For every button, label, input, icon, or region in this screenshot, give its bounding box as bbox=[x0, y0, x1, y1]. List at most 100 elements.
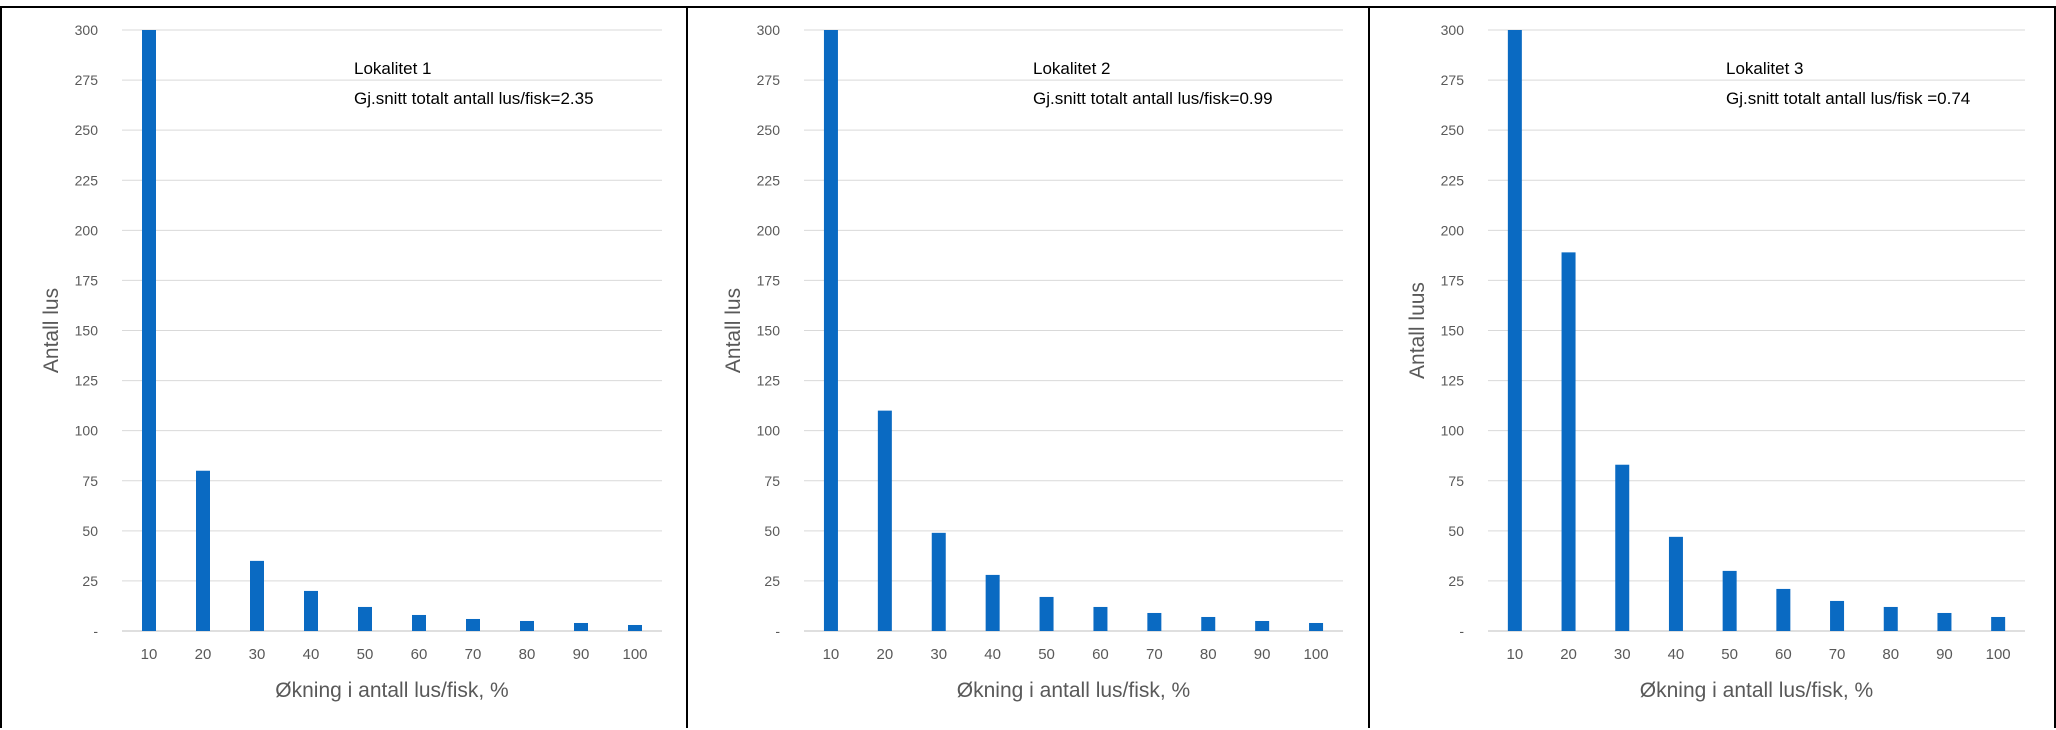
y-tick-label: 25 bbox=[764, 573, 780, 589]
y-axis-title: Antall lus bbox=[40, 288, 63, 373]
annotation-average: Gj.snitt totalt antall lus/fisk=2.35 bbox=[354, 89, 594, 108]
y-tick-label: 100 bbox=[1441, 423, 1465, 439]
x-tick-label: 70 bbox=[1829, 646, 1846, 663]
x-tick-label: 100 bbox=[1304, 646, 1329, 663]
bar-40 bbox=[304, 590, 318, 631]
bar-80 bbox=[1883, 606, 1898, 631]
bar-20 bbox=[877, 410, 892, 631]
y-tick-label: 275 bbox=[757, 72, 781, 88]
chart-panel-1: - 25 50 75 100 125 150 175 200 225 250 275 300 10 20 30… bbox=[0, 6, 688, 728]
bar-70 bbox=[1147, 612, 1162, 631]
y-tick-label: 25 bbox=[82, 573, 98, 589]
y-tick-label: 200 bbox=[1441, 222, 1465, 238]
y-tick-label: 200 bbox=[757, 222, 781, 238]
y-tick-label: 150 bbox=[1441, 323, 1465, 339]
annotation-location: Lokalitet 3 bbox=[1726, 59, 1804, 78]
bar-40 bbox=[985, 574, 1000, 631]
y-axis-title: Antall lus bbox=[722, 288, 745, 373]
bar-30 bbox=[250, 560, 264, 631]
y-tick-label: 125 bbox=[75, 373, 99, 389]
y-tick-label: 225 bbox=[75, 172, 99, 188]
bar-90 bbox=[574, 622, 588, 631]
y-tick-label: 250 bbox=[1441, 122, 1465, 138]
x-tick-label: 30 bbox=[249, 646, 266, 663]
y-tick-label: 25 bbox=[1448, 573, 1464, 589]
x-tick-label: 20 bbox=[1560, 646, 1577, 663]
y-tick-label: 125 bbox=[757, 373, 781, 389]
x-tick-label: 60 bbox=[411, 646, 428, 663]
y-tick-label: 75 bbox=[82, 473, 98, 489]
y-tick-label: 150 bbox=[757, 323, 781, 339]
bar-60 bbox=[1776, 588, 1791, 631]
chart-svg-3: - 25 50 75 100 125 150 175 200 225 250 275 300 10 20 30… bbox=[1406, 22, 2025, 702]
x-tick-label: 50 bbox=[1721, 646, 1738, 663]
y-tick-label: 50 bbox=[82, 523, 98, 539]
annotation-average: Gj.snitt totalt antall lus/fisk =0.74 bbox=[1726, 89, 1970, 108]
y-tick-label: 125 bbox=[1441, 373, 1465, 389]
y-tick-label: - bbox=[775, 623, 780, 639]
chart-svg-1: - 25 50 75 100 125 150 175 200 225 250 275 300 10 20 30… bbox=[40, 22, 662, 702]
x-tick-label: 100 bbox=[622, 646, 647, 663]
bar-60 bbox=[1093, 606, 1108, 631]
y-tick-label: 100 bbox=[757, 423, 781, 439]
y-tick-label: 175 bbox=[75, 272, 99, 288]
y-tick-label: 300 bbox=[1441, 22, 1465, 38]
y-tick-label: 275 bbox=[75, 72, 99, 88]
y-tick-label: 175 bbox=[757, 272, 781, 288]
bar-80 bbox=[520, 620, 534, 631]
y-tick-label: 175 bbox=[1441, 272, 1465, 288]
x-tick-label: 40 bbox=[1668, 646, 1685, 663]
bar-40 bbox=[1668, 536, 1683, 631]
bar-10 bbox=[1507, 30, 1522, 631]
chart-svg-2: - 25 50 75 100 125 150 175 200 225 250 275 300 10 20 30… bbox=[722, 22, 1343, 702]
y-tick-label: 275 bbox=[1441, 72, 1465, 88]
chart-panel-3: - 25 50 75 100 125 150 175 200 225 250 275 300 10 20 30… bbox=[1368, 6, 2056, 728]
y-tick-label: 50 bbox=[1448, 523, 1464, 539]
x-tick-label: 10 bbox=[141, 646, 158, 663]
x-tick-label: 90 bbox=[1254, 646, 1271, 663]
y-tick-label: 75 bbox=[1448, 473, 1464, 489]
x-axis-title: Økning i antall lus/fisk, % bbox=[957, 679, 1190, 702]
y-tick-label: 200 bbox=[75, 222, 99, 238]
y-tick-label: 300 bbox=[757, 22, 781, 38]
annotation-location: Lokalitet 2 bbox=[1033, 59, 1111, 78]
y-axis-title: Antall luus bbox=[1406, 282, 1429, 379]
x-tick-label: 70 bbox=[1146, 646, 1163, 663]
bar-10 bbox=[823, 30, 838, 631]
x-tick-label: 30 bbox=[930, 646, 947, 663]
x-tick-label: 20 bbox=[877, 646, 894, 663]
x-tick-label: 40 bbox=[984, 646, 1001, 663]
x-axis-title: Økning i antall lus/fisk, % bbox=[1640, 679, 1873, 702]
y-tick-label: 100 bbox=[75, 423, 99, 439]
bar-30 bbox=[931, 532, 946, 631]
bar-100 bbox=[1991, 616, 2006, 631]
x-tick-label: 40 bbox=[303, 646, 320, 663]
annotation-location: Lokalitet 1 bbox=[354, 59, 432, 78]
x-tick-label: 100 bbox=[1986, 646, 2011, 663]
bar-20 bbox=[1561, 252, 1576, 631]
y-tick-label: 225 bbox=[1441, 172, 1465, 188]
x-tick-label: 90 bbox=[1936, 646, 1953, 663]
bar-90 bbox=[1255, 620, 1270, 631]
x-tick-label: 10 bbox=[1507, 646, 1524, 663]
bar-10 bbox=[142, 30, 156, 631]
x-tick-label: 80 bbox=[1200, 646, 1217, 663]
x-tick-label: 50 bbox=[357, 646, 374, 663]
chart-panel-2: - 25 50 75 100 125 150 175 200 225 250 275 300 10 20 30… bbox=[686, 6, 1370, 728]
y-tick-label: 250 bbox=[75, 122, 99, 138]
x-tick-label: 70 bbox=[465, 646, 482, 663]
y-tick-label: - bbox=[93, 623, 98, 639]
x-tick-label: 80 bbox=[519, 646, 536, 663]
bar-20 bbox=[196, 470, 210, 631]
bar-80 bbox=[1201, 616, 1216, 631]
y-tick-label: - bbox=[1459, 623, 1464, 639]
y-tick-label: 75 bbox=[764, 473, 780, 489]
x-tick-label: 10 bbox=[823, 646, 840, 663]
bar-50 bbox=[358, 606, 372, 631]
y-tick-label: 300 bbox=[75, 22, 99, 38]
x-tick-label: 90 bbox=[573, 646, 590, 663]
x-tick-label: 60 bbox=[1775, 646, 1792, 663]
x-tick-label: 80 bbox=[1882, 646, 1899, 663]
y-tick-label: 225 bbox=[757, 172, 781, 188]
x-tick-label: 30 bbox=[1614, 646, 1631, 663]
